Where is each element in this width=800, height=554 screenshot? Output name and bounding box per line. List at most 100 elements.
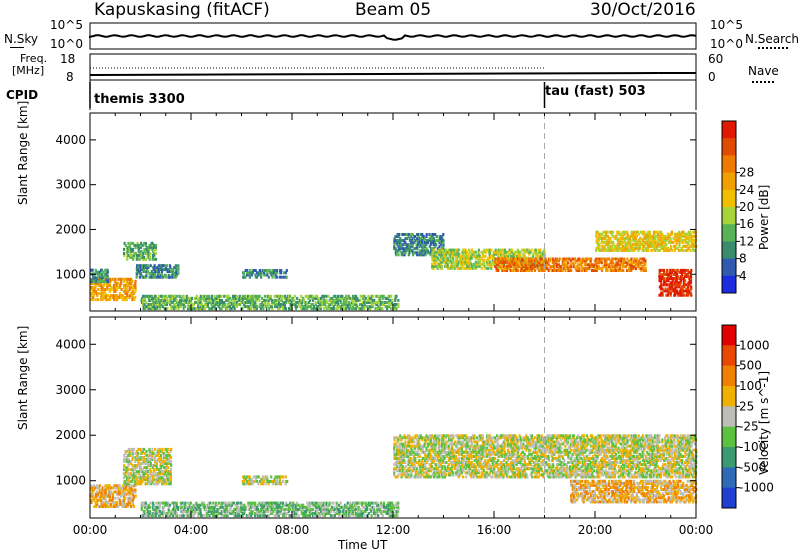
data-cell [152, 257, 156, 261]
data-cell [339, 296, 342, 300]
data-cell [352, 301, 355, 304]
data-cell [324, 512, 327, 515]
data-cell [675, 242, 678, 246]
data-cell [399, 245, 402, 249]
data-cell [417, 241, 420, 245]
data-cell [600, 269, 604, 272]
data-cell [436, 247, 439, 251]
data-cell [161, 464, 164, 468]
data-cell [183, 305, 187, 309]
data-cell [300, 303, 303, 306]
y-tick-label: 4000 [55, 133, 86, 147]
data-cell [355, 301, 358, 304]
data-cell [182, 307, 185, 311]
data-cell [605, 240, 608, 244]
data-cell [459, 256, 462, 260]
data-cell [159, 303, 162, 306]
data-cell [627, 238, 630, 242]
data-cell [119, 500, 122, 504]
data-cell [473, 264, 476, 268]
data-cell [339, 501, 342, 505]
data-cell [183, 301, 186, 304]
data-cell [512, 269, 515, 272]
data-cell [370, 514, 373, 518]
data-cell [252, 305, 255, 309]
data-cell [307, 505, 310, 509]
data-cell [551, 265, 554, 269]
data-cell [127, 484, 130, 488]
data-cell [336, 305, 339, 309]
data-cell [265, 509, 268, 513]
data-cell [686, 232, 690, 236]
data-cell [407, 454, 410, 458]
data-cell [127, 460, 130, 463]
data-cell [162, 301, 166, 304]
data-cell [241, 294, 244, 298]
data-cell [647, 248, 650, 252]
data-cell [395, 444, 399, 448]
data-cell [157, 501, 160, 505]
data-cell [345, 509, 348, 513]
data-cell [129, 245, 132, 249]
data-cell [536, 256, 539, 260]
data-cell [126, 257, 129, 261]
data-cell [112, 294, 116, 298]
data-cell [368, 298, 371, 302]
data-cell [348, 307, 351, 311]
data-cell [401, 436, 404, 440]
data-cell [143, 257, 146, 261]
data-cell [539, 250, 542, 254]
data-cell [310, 294, 313, 298]
data-cell [525, 263, 528, 267]
data-cell [247, 307, 250, 311]
data-cell [188, 501, 191, 505]
data-cell [108, 296, 112, 300]
data-cell [184, 505, 187, 509]
data-cell [554, 257, 557, 261]
data-cell [671, 279, 674, 283]
data-cell [675, 275, 678, 279]
data-cell [336, 296, 339, 300]
data-cell [556, 265, 559, 269]
data-cell [628, 242, 632, 246]
data-cell [260, 275, 263, 279]
data-cell [152, 482, 156, 486]
data-cell [693, 230, 696, 234]
data-cell [620, 236, 623, 240]
data-cell [378, 507, 382, 511]
data-cell [171, 294, 174, 298]
nave-line-key [752, 81, 774, 83]
data-cell [418, 239, 421, 243]
data-cell [426, 251, 429, 255]
data-cell [151, 305, 155, 309]
data-cell [188, 514, 191, 518]
data-cell [274, 294, 278, 298]
data-cell [668, 238, 671, 242]
data-cell [508, 252, 511, 256]
data-cell [429, 243, 432, 247]
data-cell [137, 462, 140, 465]
data-cell [605, 230, 608, 234]
data-cell [407, 249, 410, 253]
data-cell [661, 236, 664, 240]
data-cell [287, 505, 290, 509]
data-cell [536, 265, 539, 269]
data-cell [397, 298, 400, 302]
data-cell [100, 268, 104, 272]
data-cell [404, 446, 408, 450]
data-cell [609, 238, 612, 242]
data-cell [537, 267, 540, 271]
data-cell [265, 305, 268, 309]
data-cell [328, 501, 331, 505]
data-cell [241, 514, 244, 518]
data-cell [631, 234, 634, 238]
data-cell [415, 245, 418, 249]
freq-label-line1: Freq. [20, 52, 48, 65]
data-cell [672, 236, 675, 240]
data-cell [283, 514, 286, 518]
data-cell [654, 246, 657, 250]
data-cell [90, 285, 93, 289]
data-cell [665, 273, 669, 276]
nsky-trace [89, 34, 697, 41]
data-cell [127, 502, 130, 506]
